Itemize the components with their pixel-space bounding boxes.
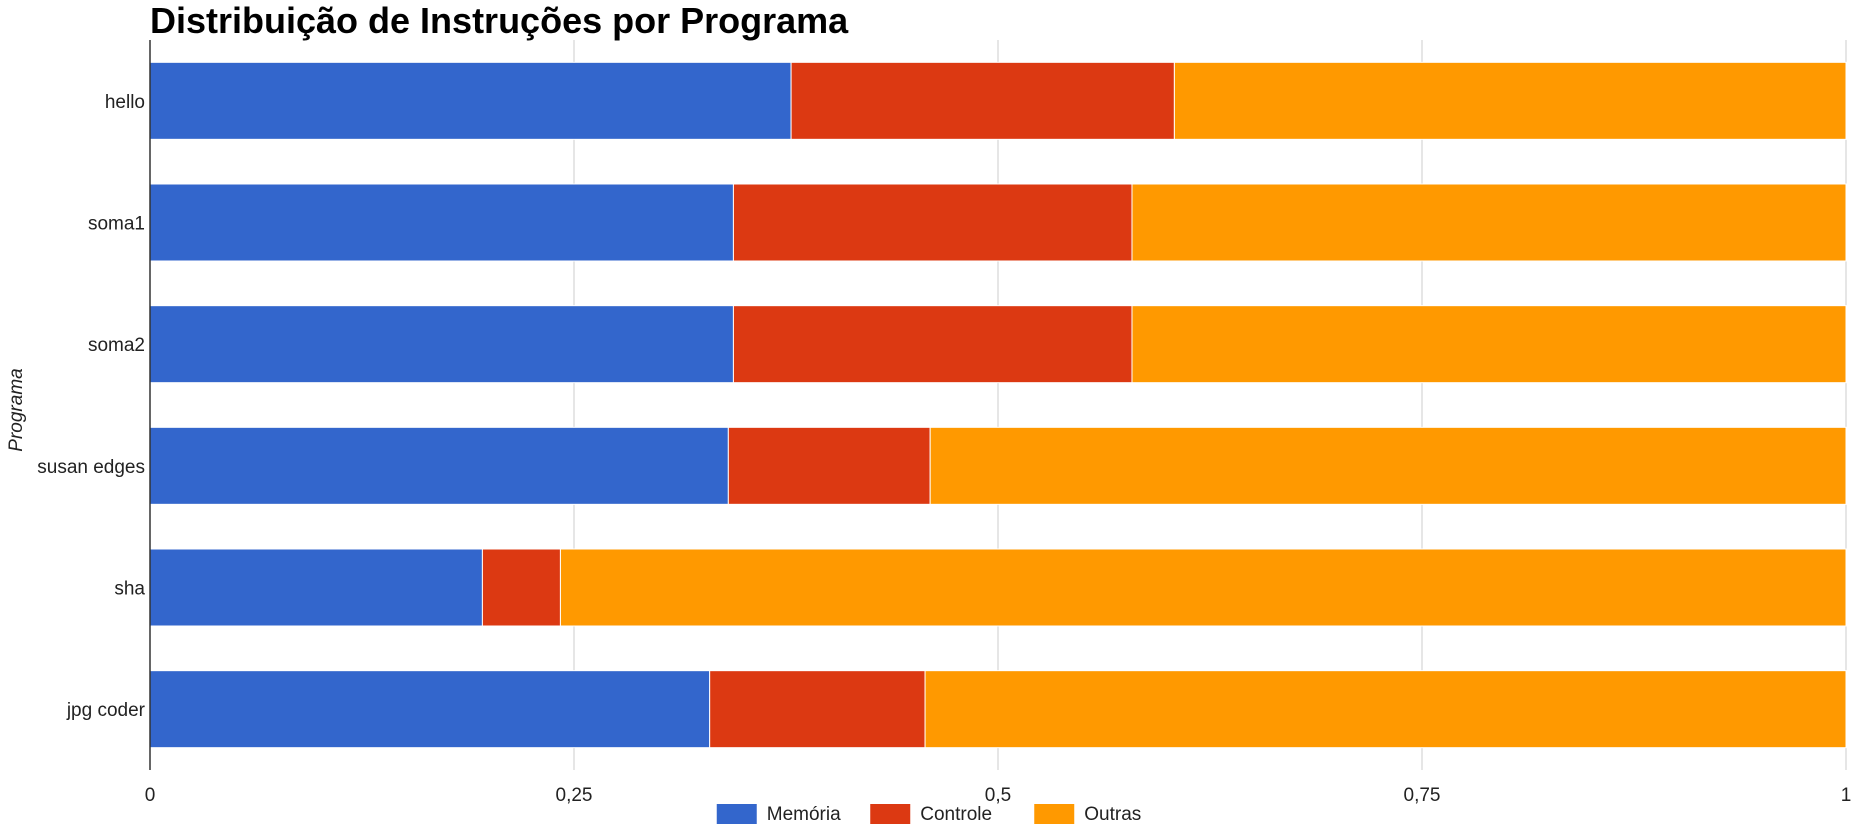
bar-mem-ria-sha — [149, 548, 483, 627]
bar-outras-susan-edges — [929, 426, 1847, 505]
legend-label: Memória — [767, 804, 841, 825]
bar-mem-ria-susan-edges — [149, 426, 729, 505]
y-tick-label: jpg coder — [66, 700, 146, 721]
bar-outras-hello — [1173, 61, 1847, 140]
legend: Memória Controle Outras — [716, 804, 1141, 825]
bar-mem-ria-jpg-coder — [149, 670, 711, 749]
y-tick-label: hello — [105, 92, 145, 113]
legend-swatch — [1034, 804, 1075, 824]
bar-controle-jpg-coder — [709, 670, 926, 749]
legend-item-outras[interactable]: Outras — [1034, 804, 1141, 825]
y-axis-title: Programa — [6, 368, 27, 451]
bar-controle-susan-edges — [727, 426, 931, 505]
bar-mem-ria-soma1 — [149, 183, 734, 262]
x-tick-label: 0,5 — [985, 785, 1011, 806]
legend-item-controle[interactable]: Controle — [870, 804, 992, 825]
bars — [149, 61, 1847, 749]
bar-controle-sha — [481, 548, 561, 627]
x-tick-label: 0,25 — [556, 785, 593, 806]
y-tick-labels: hello soma1 soma2 susan edges sha jpg coder — [37, 92, 145, 721]
x-tick-labels: 0 0,25 0,5 0,75 1 — [145, 785, 1852, 806]
x-tick-label: 0 — [145, 785, 156, 806]
bar-controle-soma1 — [732, 183, 1133, 262]
y-tick-label: susan edges — [37, 457, 145, 478]
bar-outras-jpg-coder — [924, 670, 1847, 749]
gridlines — [573, 40, 1847, 770]
bar-mem-ria-hello — [149, 61, 792, 140]
x-tick-label: 0,75 — [1404, 785, 1441, 806]
x-tick-label: 1 — [1841, 785, 1852, 806]
legend-swatch — [870, 804, 911, 824]
legend-swatch — [716, 804, 757, 824]
y-tick-label: sha — [114, 579, 145, 600]
bar-outras-sha — [559, 548, 1847, 627]
bar-controle-hello — [790, 61, 1175, 140]
chart-title: Distribuição de Instruções por Programa — [150, 0, 849, 41]
legend-item-mem-ria[interactable]: Memória — [716, 804, 841, 825]
y-tick-label: soma2 — [88, 335, 145, 356]
bar-outras-soma1 — [1131, 183, 1847, 262]
bar-outras-soma2 — [1131, 305, 1847, 384]
legend-label: Controle — [920, 804, 992, 825]
legend-label: Outras — [1084, 804, 1141, 825]
bar-controle-soma2 — [732, 305, 1133, 384]
bar-mem-ria-soma2 — [149, 305, 734, 384]
y-tick-label: soma1 — [88, 214, 145, 235]
